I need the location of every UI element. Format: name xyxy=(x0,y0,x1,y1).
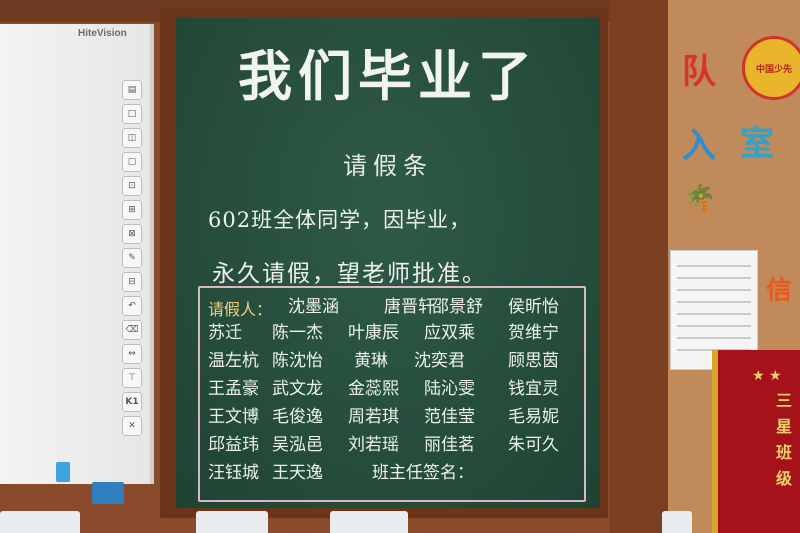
roster-name: 钱宜灵 xyxy=(508,379,559,399)
roster-row: 邱益玮 吴泓邑 刘若瑶 丽佳茗 朱可久 xyxy=(208,430,578,456)
whiteboard-tool[interactable]: ⌫ xyxy=(122,320,142,340)
whiteboard-tool[interactable]: ↶ xyxy=(122,296,142,316)
wall-pillar xyxy=(610,0,668,533)
roster-row: 王孟豪 武文龙 金蕊熙 陆沁雯 钱宜灵 xyxy=(208,374,578,400)
leave-note-line-1: 602班全体同学，因毕业， xyxy=(208,208,472,232)
whiteboard-tool[interactable]: ◫ xyxy=(122,128,142,148)
chair-back xyxy=(196,511,268,533)
bulletin-char-dui: 队 xyxy=(682,52,716,92)
roster-name: 苏迁 xyxy=(208,323,242,343)
roster-row: 苏迁 陈一杰 叶康辰 应双乘 贺维宁 xyxy=(208,318,578,344)
whiteboard-tool[interactable]: ⊤ xyxy=(122,368,142,388)
whiteboard-tool[interactable]: ⊡ xyxy=(122,176,142,196)
roster-name: 贺维宁 xyxy=(508,323,559,343)
whiteboard-tool[interactable]: □ xyxy=(122,104,142,124)
teacher-signature-label: 班主任签名： xyxy=(372,463,474,483)
chalk-box xyxy=(92,482,124,504)
chalk-title: 我们毕业了 xyxy=(238,45,538,108)
chair-back xyxy=(330,511,408,533)
roster-name: 沈奕君 xyxy=(414,351,465,371)
leave-note-line-2: 永久请假，望老师批准。 xyxy=(212,261,487,287)
bulletin-char-shi: 室 xyxy=(740,124,774,164)
roster-name: 王文博 xyxy=(208,407,259,427)
roster-name: 范佳莹 xyxy=(424,407,475,427)
roster-name: 刘若瑶 xyxy=(348,435,399,455)
pennant-stars: ★ ★ xyxy=(752,368,782,384)
whiteboard-brand: HiteVision xyxy=(78,28,127,39)
roster-row: 沈墨涵 唐晋轩 邵景舒 侯昕怡 xyxy=(208,292,578,318)
roster-name: 顾思茵 xyxy=(508,351,559,371)
roster-name: 侯昕怡 xyxy=(508,297,559,317)
roster-name: 毛易妮 xyxy=(508,407,559,427)
whiteboard-tool[interactable]: ⊟ xyxy=(122,272,142,292)
roster-name: 沈墨涵 xyxy=(288,297,339,317)
roster-name: 吴泓邑 xyxy=(272,435,323,455)
roster-name: 温左杭 xyxy=(208,351,259,371)
roster-name: 王天逸 xyxy=(272,463,323,483)
interactive-whiteboard: HiteVision ▤ □ ◫ ▢ ⊡ ⊞ ⊠ ✎ ⊟ ↶ ⌫ ⇔ ⊤ K1 … xyxy=(0,24,154,484)
whiteboard-tool[interactable]: ▢ xyxy=(122,152,142,172)
roster-row: 温左杭 陈沈怡 黄琳 沈奕君 顾思茵 xyxy=(208,346,578,372)
roster-row: 汪钰城 王天逸 班主任签名： xyxy=(208,458,578,484)
badge-text: 中国少先 xyxy=(755,64,792,75)
roster-name: 应双乘 xyxy=(424,323,475,343)
roster-name: 唐晋轩 xyxy=(384,297,435,317)
bulletin-char-ru: 入 xyxy=(682,126,716,166)
roster-name: 黄琳 xyxy=(354,351,388,371)
chair-back xyxy=(0,511,80,533)
roster-name: 邱益玮 xyxy=(208,435,259,455)
roster-name: 朱可久 xyxy=(508,435,559,455)
roster-name: 汪钰城 xyxy=(208,463,259,483)
roster-name: 武文龙 xyxy=(272,379,323,399)
roster-name: 毛俊逸 xyxy=(272,407,323,427)
roster-name: 陆沁雯 xyxy=(424,379,475,399)
roster-name: 陈沈怡 xyxy=(272,351,323,371)
roster-label: 请假人： xyxy=(208,300,273,319)
whiteboard-tool[interactable]: ▤ xyxy=(122,80,142,100)
marker-bottle xyxy=(56,462,70,482)
roster-name: 王孟豪 xyxy=(208,379,259,399)
whiteboard-tool[interactable]: ⊠ xyxy=(122,224,142,244)
bulletin-char-xin: 信 xyxy=(766,276,793,306)
student-roster: 请假人： 沈墨涵 唐晋轩 邵景舒 侯昕怡 苏迁 陈一杰 叶康辰 应双乘 贺维宁 … xyxy=(198,286,586,502)
whiteboard-tool[interactable]: ✕ xyxy=(122,416,142,436)
roster-name: 丽佳茗 xyxy=(424,435,475,455)
roster-row: 王文博 毛俊逸 周若琪 范佳莹 毛易妮 xyxy=(208,402,578,428)
whiteboard-tool[interactable]: ⊞ xyxy=(122,200,142,220)
honor-pennant xyxy=(712,350,800,533)
leave-note-title: 请假条 xyxy=(343,152,433,180)
roster-name: 金蕊熙 xyxy=(348,379,399,399)
roster-name: 周若琪 xyxy=(348,407,399,427)
roster-name: 邵景舒 xyxy=(432,297,483,317)
roster-name: 陈一杰 xyxy=(272,323,323,343)
whiteboard-tool[interactable]: K1 xyxy=(122,392,142,412)
whiteboard-tool[interactable]: ⇔ xyxy=(122,344,142,364)
whiteboard-tool[interactable]: ✎ xyxy=(122,248,142,268)
palm-tree-icon: 🌴 xyxy=(684,184,717,214)
whiteboard-toolbar: ▤ □ ◫ ▢ ⊡ ⊞ ⊠ ✎ ⊟ ↶ ⌫ ⇔ ⊤ K1 ✕ xyxy=(122,80,142,436)
roster-name: 叶康辰 xyxy=(348,323,399,343)
young-pioneers-badge-icon: 中国少先 xyxy=(742,36,800,100)
pennant-text: 三星班级 xyxy=(775,391,792,488)
chair-back xyxy=(662,511,692,533)
chalkboard: 我们毕业了 请假条 602班全体同学，因毕业， 永久请假，望老师批准。 请假人：… xyxy=(176,18,600,508)
